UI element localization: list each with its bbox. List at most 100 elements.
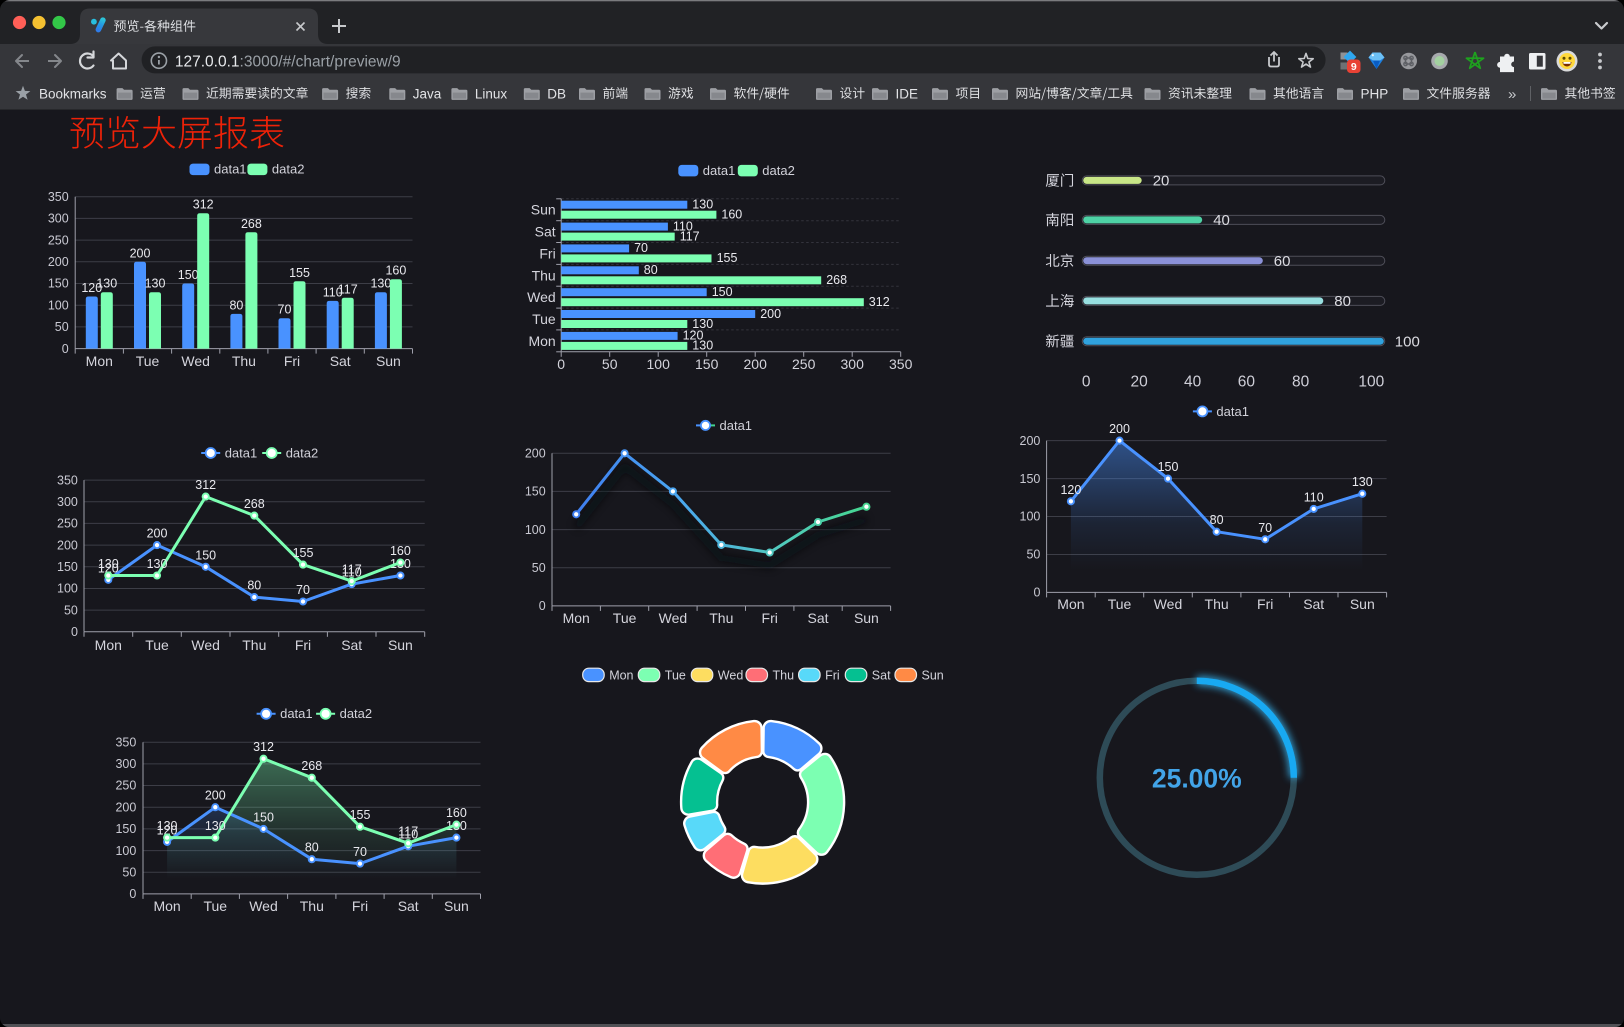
svg-text:Mon: Mon (563, 610, 590, 626)
svg-text:Mon: Mon (153, 898, 180, 914)
svg-text:50: 50 (1026, 548, 1040, 562)
svg-text:PHP: PHP (1361, 86, 1389, 101)
svg-text:25.00%: 25.00% (1152, 763, 1242, 793)
svg-text:110: 110 (342, 566, 362, 580)
svg-text:110: 110 (673, 219, 693, 233)
svg-text:117: 117 (342, 563, 362, 577)
svg-text:Wed: Wed (718, 668, 744, 682)
svg-text:Sat: Sat (330, 353, 351, 369)
svg-text:0: 0 (71, 625, 78, 639)
svg-text:0: 0 (62, 342, 69, 356)
svg-text:117: 117 (680, 229, 700, 243)
svg-text:155: 155 (717, 251, 738, 265)
svg-text:Mon: Mon (609, 668, 633, 682)
svg-text:150: 150 (48, 277, 69, 291)
svg-text:200: 200 (57, 538, 78, 552)
svg-text:200: 200 (744, 356, 768, 372)
svg-text:100: 100 (1020, 510, 1041, 524)
svg-text:100: 100 (647, 356, 671, 372)
svg-text:0: 0 (1033, 586, 1040, 600)
svg-text:50: 50 (602, 356, 618, 372)
svg-text:Thu: Thu (709, 610, 733, 626)
svg-text:80: 80 (229, 298, 243, 312)
svg-text:130: 130 (205, 819, 226, 833)
svg-text:Wed: Wed (181, 353, 210, 369)
svg-text:50: 50 (64, 603, 78, 617)
svg-text:DB: DB (547, 86, 566, 101)
svg-text:Fri: Fri (284, 353, 300, 369)
svg-text:117: 117 (398, 825, 418, 839)
svg-text:60: 60 (1274, 253, 1291, 270)
svg-text:120: 120 (683, 329, 704, 343)
svg-text:Fri: Fri (1257, 596, 1273, 612)
svg-text:130: 130 (96, 277, 117, 291)
svg-text:120: 120 (98, 561, 119, 575)
svg-text:Thu: Thu (773, 668, 795, 682)
svg-text:Tue: Tue (145, 637, 169, 653)
svg-text:100: 100 (115, 844, 136, 858)
svg-text:150: 150 (695, 356, 719, 372)
svg-text:110: 110 (323, 285, 343, 299)
svg-text:Fri: Fri (295, 637, 311, 653)
svg-text:Tue: Tue (1108, 596, 1132, 612)
svg-text:Sun: Sun (388, 637, 413, 653)
svg-text:80: 80 (1210, 513, 1224, 527)
svg-text:Fri: Fri (539, 245, 555, 261)
svg-text:Tue: Tue (203, 898, 227, 914)
svg-text:Sat: Sat (341, 637, 362, 653)
svg-text:312: 312 (193, 198, 214, 212)
svg-text:300: 300 (115, 757, 136, 771)
svg-text:Mon: Mon (528, 333, 555, 349)
svg-text:130: 130 (145, 277, 166, 291)
svg-text:Sun: Sun (531, 202, 556, 218)
svg-text:Tue: Tue (613, 610, 637, 626)
svg-text:Fri: Fri (825, 668, 840, 682)
svg-text:200: 200 (147, 527, 168, 541)
svg-text:100: 100 (48, 298, 69, 312)
svg-text:Java: Java (413, 86, 442, 101)
svg-text:120: 120 (1060, 483, 1081, 497)
svg-text:60: 60 (1238, 373, 1256, 390)
svg-text:80: 80 (1292, 373, 1310, 390)
svg-text:0: 0 (129, 887, 136, 901)
svg-text:Fri: Fri (352, 898, 368, 914)
svg-text:Wed: Wed (527, 289, 556, 305)
svg-text:Thu: Thu (1205, 596, 1229, 612)
svg-text:200: 200 (525, 447, 546, 461)
svg-text:Fri: Fri (762, 610, 778, 626)
svg-text:Sat: Sat (872, 668, 891, 682)
svg-text:»: » (1508, 86, 1516, 103)
svg-text:100: 100 (57, 582, 78, 596)
svg-text:data1: data1 (720, 418, 753, 433)
svg-text:Mon: Mon (95, 637, 122, 653)
svg-text:110: 110 (398, 828, 418, 842)
svg-text:Sun: Sun (1350, 596, 1375, 612)
svg-text:80: 80 (1334, 293, 1351, 310)
svg-text:100: 100 (1358, 373, 1384, 390)
svg-text:150: 150 (525, 485, 546, 499)
svg-text:350: 350 (57, 473, 78, 487)
svg-text:130: 130 (98, 557, 119, 571)
svg-text:160: 160 (385, 264, 406, 278)
svg-text:data2: data2 (286, 445, 319, 460)
svg-text:Sun: Sun (922, 668, 944, 682)
svg-text:40: 40 (1213, 212, 1230, 229)
svg-text:70: 70 (278, 303, 292, 317)
svg-text:0: 0 (539, 599, 546, 613)
svg-text:117: 117 (338, 282, 358, 296)
svg-text:data2: data2 (762, 163, 795, 178)
svg-text:50: 50 (122, 865, 136, 879)
svg-text:120: 120 (81, 281, 102, 295)
svg-text:200: 200 (760, 307, 781, 321)
svg-text:Wed: Wed (1154, 596, 1183, 612)
svg-text:250: 250 (57, 517, 78, 531)
svg-text:300: 300 (841, 356, 865, 372)
svg-text:70: 70 (296, 583, 310, 597)
svg-text:70: 70 (634, 241, 648, 255)
svg-text:100: 100 (525, 523, 546, 537)
svg-text:268: 268 (241, 217, 262, 231)
svg-text:130: 130 (1352, 475, 1373, 489)
svg-text:80: 80 (644, 263, 658, 277)
svg-text:150: 150 (1158, 460, 1179, 474)
svg-text:350: 350 (889, 356, 913, 372)
